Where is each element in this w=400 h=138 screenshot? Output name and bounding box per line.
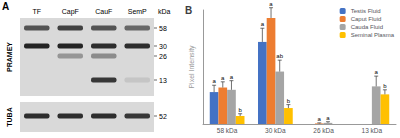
svg-text:A: A: [2, 1, 9, 12]
svg-text:SemP: SemP: [128, 8, 147, 15]
svg-text:b: b: [383, 83, 387, 89]
svg-text:ab: ab: [276, 53, 283, 59]
svg-text:Caput Fluid: Caput Fluid: [351, 16, 382, 22]
svg-text:CapF: CapF: [62, 8, 79, 16]
svg-text:b: b: [287, 98, 291, 104]
svg-text:Pixel Intensity: Pixel Intensity: [188, 45, 196, 89]
svg-text:13 kDa: 13 kDa: [362, 127, 383, 134]
svg-text:b: b: [238, 107, 242, 113]
svg-text:a: a: [221, 75, 225, 81]
svg-text:13: 13: [159, 77, 167, 84]
svg-text:26 kDa: 26 kDa: [313, 127, 334, 134]
svg-text:58 kDa: 58 kDa: [217, 127, 238, 134]
svg-text:a: a: [269, 1, 273, 7]
svg-text:a: a: [375, 69, 379, 75]
svg-text:58: 58: [159, 25, 167, 32]
svg-text:Testis Fluid: Testis Fluid: [351, 8, 381, 14]
svg-text:TUBA: TUBA: [6, 107, 13, 126]
svg-text:a: a: [230, 74, 234, 80]
svg-text:a: a: [326, 115, 330, 121]
svg-text:PRAMEY: PRAMEY: [6, 42, 13, 72]
svg-text:Seminal Plasma: Seminal Plasma: [351, 32, 395, 38]
svg-text:TF: TF: [32, 8, 41, 15]
svg-text:30 kDa: 30 kDa: [265, 127, 286, 134]
svg-text:a: a: [261, 21, 265, 27]
svg-text:52: 52: [159, 113, 167, 120]
svg-text:kDa: kDa: [158, 8, 171, 15]
svg-text:26: 26: [159, 53, 167, 60]
svg-text:B: B: [185, 5, 192, 16]
svg-text:30: 30: [159, 43, 167, 50]
svg-text:a: a: [318, 116, 322, 122]
svg-text:CauF: CauF: [95, 8, 112, 15]
svg-text:Cauda Fluid: Cauda Fluid: [351, 24, 383, 30]
svg-text:a: a: [212, 78, 216, 84]
